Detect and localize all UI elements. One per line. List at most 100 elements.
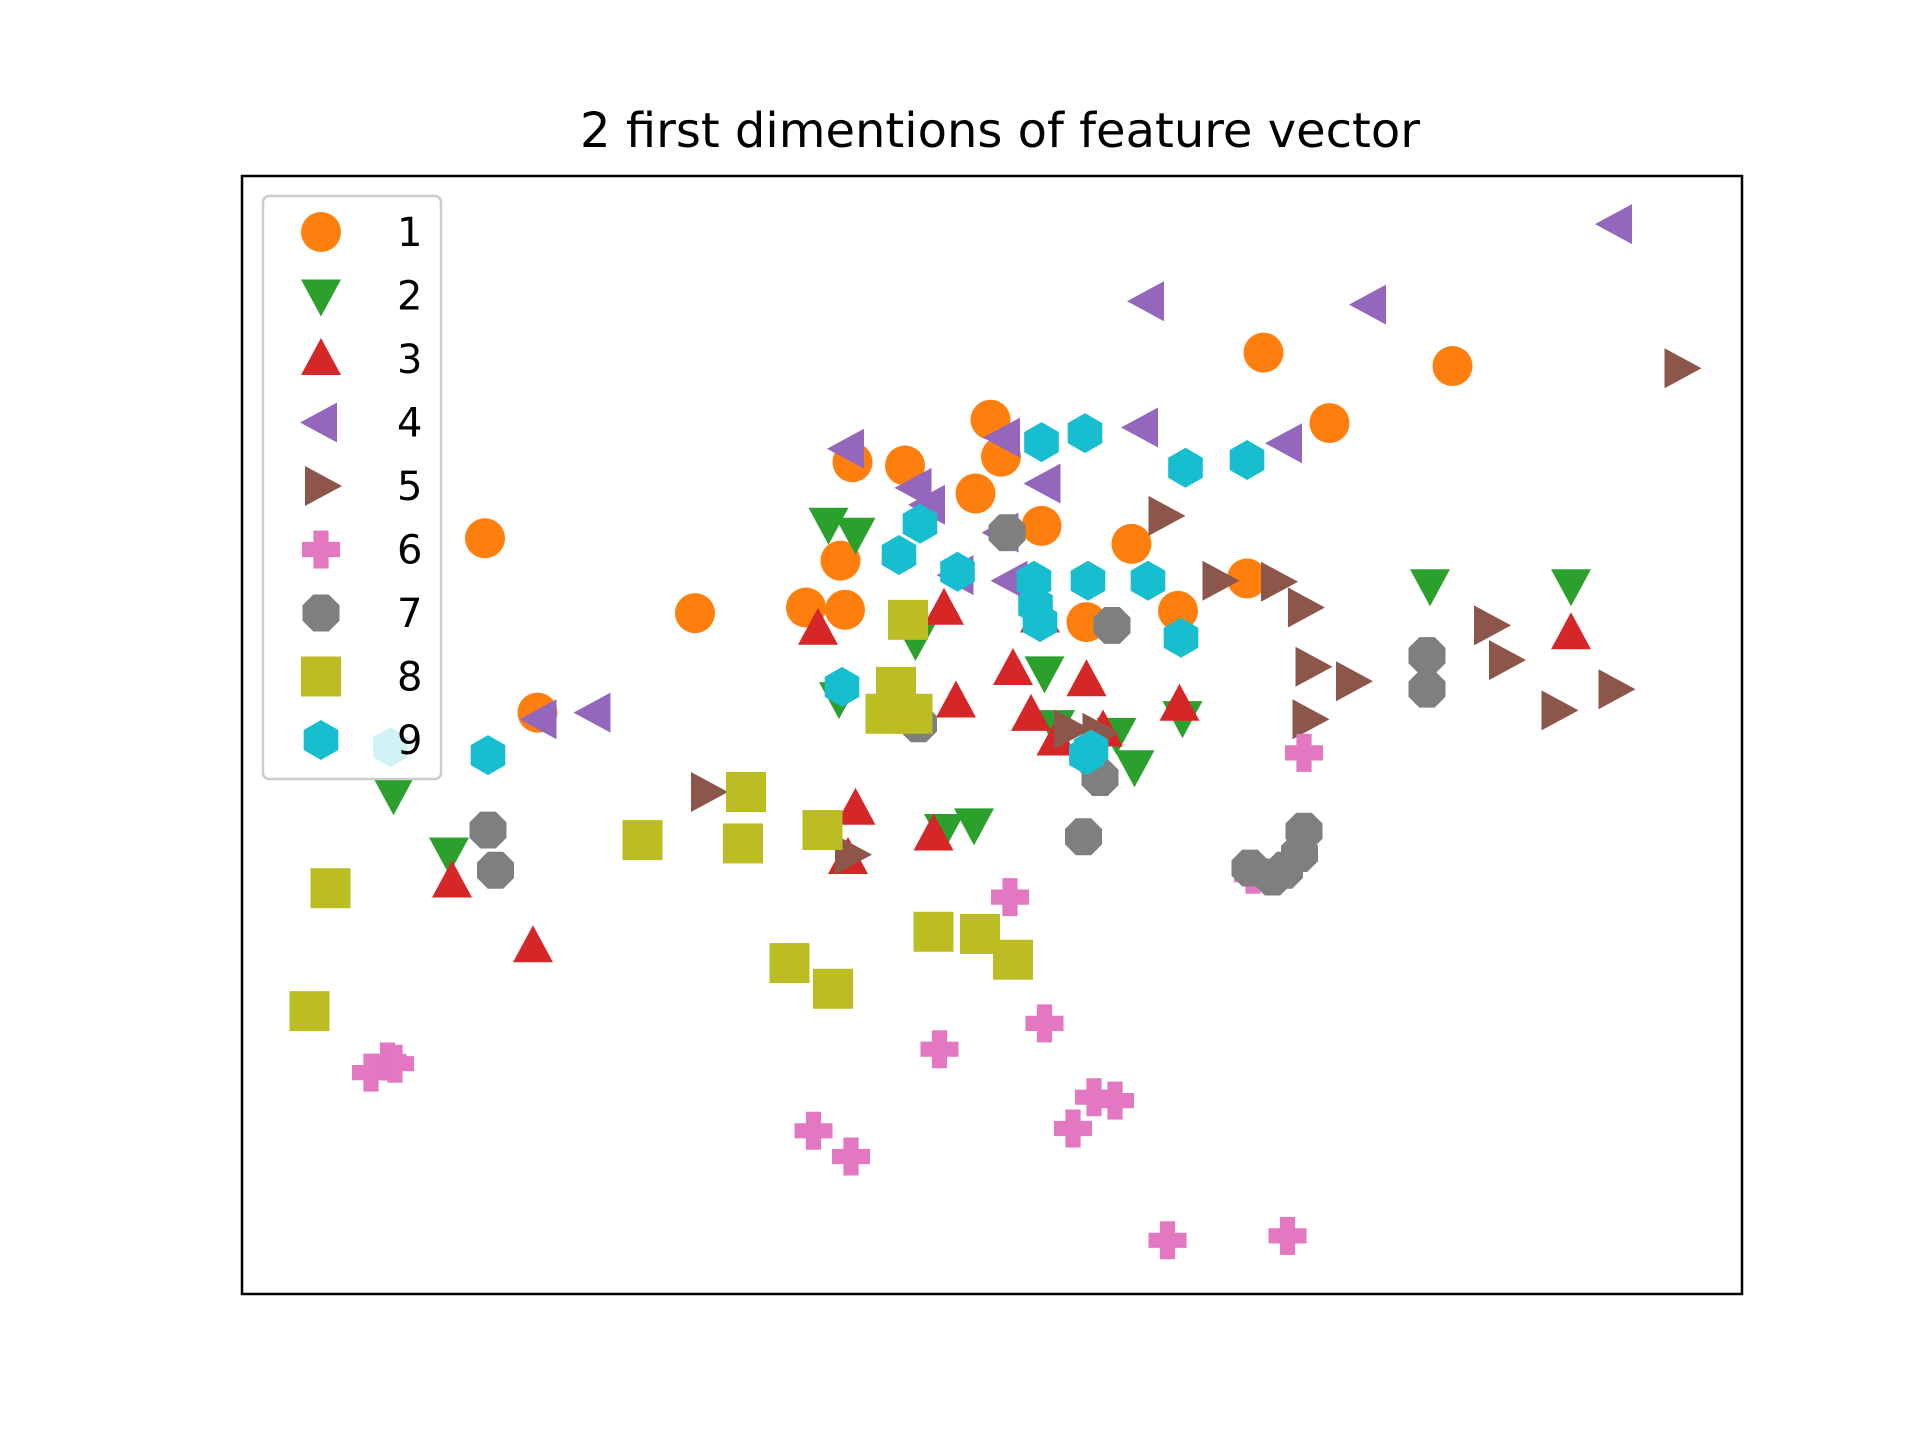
point-series-9-4 <box>881 535 917 575</box>
point-series-2-1 <box>835 517 876 555</box>
point-series-7-0 <box>988 514 1026 552</box>
point-series-2-13 <box>1410 569 1450 607</box>
point-series-1-8 <box>955 473 996 514</box>
point-series-8-8 <box>310 868 351 909</box>
legend-item-5: 5 <box>305 464 422 510</box>
point-series-6-6 <box>1075 1078 1113 1117</box>
point-series-5-14 <box>691 772 728 812</box>
point-series-3-11 <box>913 813 954 851</box>
legend-item-8: 8 <box>301 655 422 701</box>
chart-title: 2 first dimentions of feature vector <box>580 103 1420 159</box>
point-series-9-11 <box>1163 617 1199 658</box>
point-series-1-0 <box>1243 332 1284 373</box>
point-series-4-14 <box>573 692 611 733</box>
point-series-1-15 <box>825 589 865 630</box>
point-series-2-0 <box>808 507 849 545</box>
point-series-1-11 <box>1111 523 1152 564</box>
legend-label-7: 7 <box>397 591 422 637</box>
point-series-7-12 <box>469 811 507 849</box>
point-series-8-13 <box>813 968 853 1009</box>
point-series-9-16 <box>470 735 506 776</box>
point-series-9-5 <box>940 551 975 592</box>
legend-label-6: 6 <box>397 528 422 574</box>
point-series-3-3 <box>1066 659 1107 697</box>
point-series-1-4 <box>465 518 505 559</box>
plot-area-frame <box>240 174 1744 1296</box>
series-6 <box>352 733 1323 1260</box>
point-series-3-0 <box>924 587 964 625</box>
point-series-6-8 <box>1054 1109 1092 1148</box>
point-series-9-12 <box>824 666 860 707</box>
point-series-3-9 <box>835 787 876 825</box>
point-series-3-12 <box>432 860 472 898</box>
point-series-4-5 <box>827 428 864 469</box>
legend-item-4: 4 <box>300 401 422 447</box>
legend-marker-7 <box>302 594 340 632</box>
point-series-6-9 <box>794 1111 833 1150</box>
point-series-7-2 <box>1408 637 1446 675</box>
point-series-4-7 <box>1023 463 1061 504</box>
legend-marker-9 <box>303 720 339 760</box>
point-series-4-13 <box>519 699 557 740</box>
point-series-7-1 <box>1093 607 1131 644</box>
point-series-6-5 <box>920 1030 959 1069</box>
point-series-4-2 <box>1349 284 1386 325</box>
point-series-7-13 <box>477 851 514 889</box>
point-series-1-9 <box>1021 505 1062 546</box>
point-series-5-8 <box>1336 661 1373 702</box>
point-series-9-17 <box>1229 440 1265 480</box>
legend-label-3: 3 <box>397 337 422 383</box>
point-series-5-15 <box>835 834 872 875</box>
legend-marker-2 <box>301 279 341 317</box>
point-series-9-10 <box>1022 602 1058 643</box>
legend-label-5: 5 <box>397 464 422 510</box>
point-series-7-6 <box>1065 818 1102 856</box>
point-series-4-1 <box>1127 281 1164 322</box>
legend-item-3: 3 <box>301 337 422 383</box>
point-series-8-0 <box>888 599 928 640</box>
point-series-1-1 <box>1309 403 1350 444</box>
point-series-9-14 <box>1073 729 1109 770</box>
point-series-1-7 <box>820 540 861 581</box>
point-series-5-5 <box>1474 605 1511 646</box>
point-series-2-10 <box>954 808 994 846</box>
point-series-5-2 <box>1202 560 1240 601</box>
point-series-1-3 <box>675 593 715 634</box>
point-series-6-3 <box>991 878 1029 917</box>
point-series-3-1 <box>798 607 838 645</box>
point-series-3-13 <box>513 925 553 963</box>
legend-item-6: 6 <box>302 528 422 574</box>
point-series-9-0 <box>1168 447 1203 488</box>
point-series-6-14 <box>1148 1221 1187 1260</box>
point-series-6-1 <box>1285 733 1323 772</box>
points-layer <box>289 204 1702 1260</box>
legend: 1 2 3 4 5 6 7 8 9 <box>261 194 443 781</box>
point-series-4-4 <box>1265 423 1302 464</box>
point-series-5-11 <box>1598 669 1636 710</box>
legend-marker-3 <box>301 338 341 375</box>
point-series-2-11 <box>373 778 414 816</box>
point-series-2-12 <box>429 837 469 875</box>
legend-label-1: 1 <box>397 210 422 256</box>
legend-label-9: 9 <box>397 718 422 764</box>
series-8 <box>289 599 1033 1032</box>
point-series-8-9 <box>913 911 954 952</box>
point-series-8-3 <box>892 693 933 734</box>
legend-box <box>261 194 443 781</box>
point-series-8-4 <box>726 772 766 813</box>
point-series-9-7 <box>1070 560 1106 601</box>
point-series-4-3 <box>1121 407 1158 448</box>
point-series-1-18 <box>1227 558 1267 599</box>
point-series-2-3 <box>1024 656 1065 694</box>
point-series-8-6 <box>723 823 763 864</box>
point-series-5-10 <box>1541 690 1579 731</box>
point-series-5-0 <box>1664 348 1702 389</box>
legend-label-8: 8 <box>397 655 422 701</box>
point-series-1-16 <box>1158 590 1198 631</box>
series-5 <box>691 348 1702 875</box>
point-series-7-11 <box>1231 849 1269 887</box>
point-series-6-15 <box>1268 1216 1307 1255</box>
point-series-2-14 <box>1551 569 1591 607</box>
point-series-1-2 <box>1432 346 1473 387</box>
